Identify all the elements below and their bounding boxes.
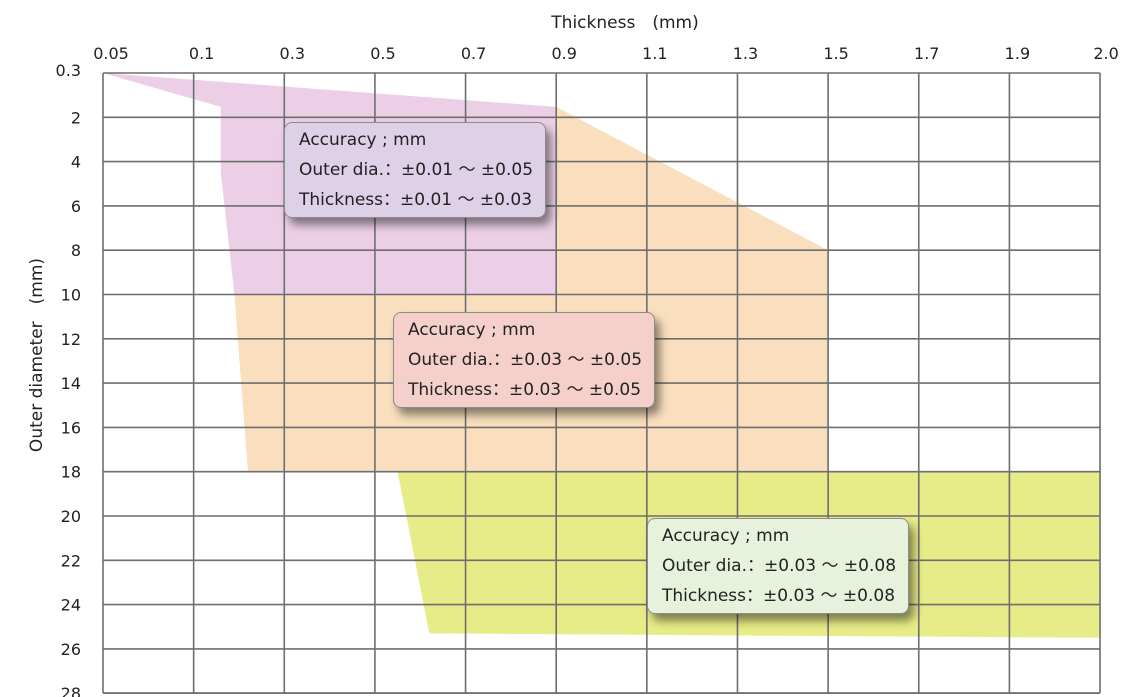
x-tick-label: 2.0 xyxy=(1093,44,1118,63)
y-tick-label: 12 xyxy=(61,330,81,349)
x-tick-label: 1.5 xyxy=(823,44,848,63)
x-tick-label: 0.5 xyxy=(370,44,395,63)
x-tick-label: 0.05 xyxy=(93,44,129,63)
callout-outer-dia: Outer dia.：±0.01 ～ ±0.05 xyxy=(299,160,534,180)
y-tick-label: 20 xyxy=(61,507,81,526)
y-tick-label: 26 xyxy=(61,640,81,659)
y-tick-label: 4 xyxy=(71,153,81,172)
accuracy-callout: Accuracy ; mm Outer dia.：±0.03 ～ ±0.05 Thi… xyxy=(393,312,656,408)
y-tick-label: 18 xyxy=(61,463,81,482)
callout-outer-dia: Outer dia.：±0.03 ～ ±0.05 xyxy=(408,350,643,370)
x-tick-label: 0.9 xyxy=(551,44,576,63)
x-tick-label: 0.3 xyxy=(280,44,305,63)
x-tick-label: 1.9 xyxy=(1005,44,1030,63)
callout-thickness: Thickness：±0.03 ～ ±0.08 xyxy=(662,586,896,606)
y-tick-label: 24 xyxy=(61,596,81,615)
y-tick-label: 2 xyxy=(71,108,81,127)
callout-heading: Accuracy ; mm xyxy=(408,320,536,340)
y-tick-label: 28 xyxy=(61,684,81,697)
y-tick-label: 0.3 xyxy=(56,61,81,80)
x-tick-label: 1.1 xyxy=(642,44,667,63)
x-tick-labels: 0.05 0.1 0.3 0.5 0.7 0.9 1.1 1.3 1.5 1.7 1.9 2.0 xyxy=(93,44,1119,63)
callout-thickness: Thickness：±0.01 ～ ±0.03 xyxy=(299,190,533,210)
callout-heading: Accuracy ; mm xyxy=(299,130,427,150)
accuracy-callout: Accuracy ; mm Outer dia.：±0.01 ～ ±0.05 Thi… xyxy=(284,122,547,218)
y-tick-label: 10 xyxy=(61,286,81,305)
accuracy-callout: Accuracy ; mm Outer dia.：±0.03 ～ ±0.08 Thi… xyxy=(647,518,910,614)
y-tick-label: 8 xyxy=(71,241,81,260)
x-tick-label: 0.1 xyxy=(189,44,214,63)
x-tick-label: 1.3 xyxy=(733,44,758,63)
y-tick-label: 6 xyxy=(71,197,81,216)
y-tick-label: 22 xyxy=(61,551,81,570)
callout-thickness: Thickness：±0.03 ～ ±0.05 xyxy=(408,380,642,400)
callout-heading: Accuracy ; mm xyxy=(662,526,790,546)
x-tick-label: 1.7 xyxy=(914,44,939,63)
region-2 xyxy=(234,106,829,472)
callout-outer-dia: Outer dia.：±0.03 ～ ±0.08 xyxy=(662,556,897,576)
y-tick-label: 14 xyxy=(61,374,81,393)
y-tick-label: 16 xyxy=(61,418,81,437)
x-tick-label: 0.7 xyxy=(461,44,486,63)
x-axis-title: Thickness (mm) xyxy=(550,13,698,33)
y-axis-title: Outer diameter (mm) xyxy=(27,258,47,452)
